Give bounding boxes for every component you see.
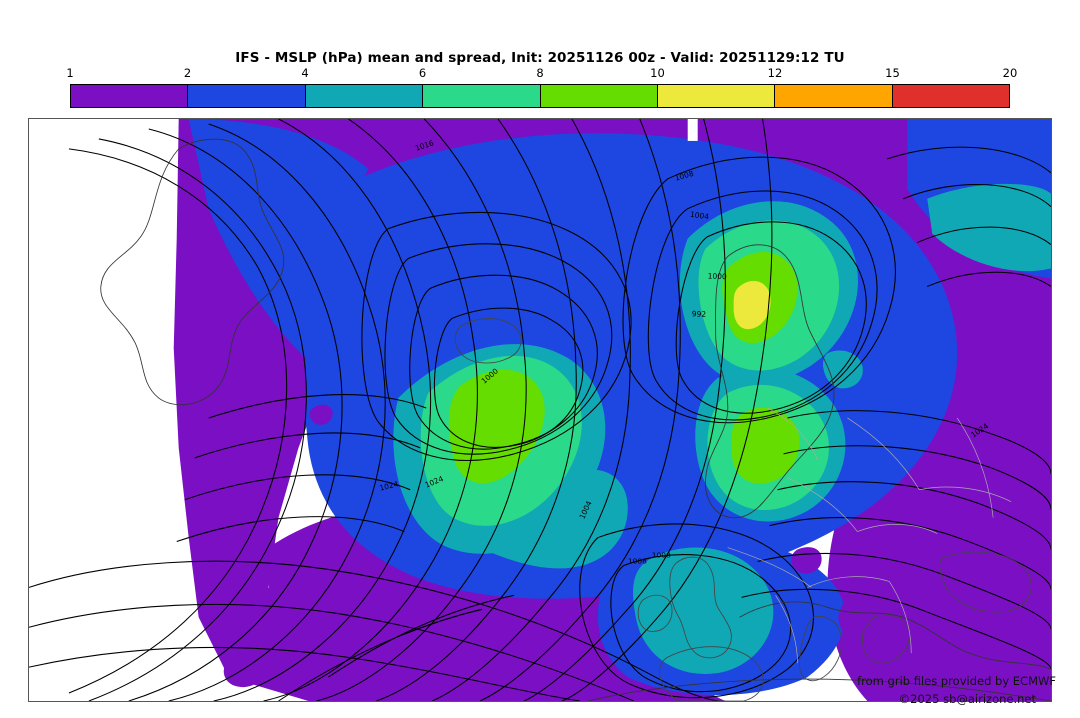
isobar xyxy=(927,271,1051,287)
colorbar-band-0 xyxy=(71,85,189,107)
isobar xyxy=(176,516,405,543)
colorbar-tick-2: 4 xyxy=(301,66,309,80)
colorbar-tick-7: 15 xyxy=(885,66,900,80)
isobar xyxy=(384,243,613,455)
isobar xyxy=(787,410,1051,474)
contour-label: 1004 xyxy=(689,210,709,222)
isobar xyxy=(579,523,814,699)
mslp-contour-layer xyxy=(29,119,1051,701)
credit-copyright: ©2025 sb@airizone.net xyxy=(898,692,1036,706)
map-canvas[interactable]: 1024 1024 1024 1016 1008 1004 1000 992 1… xyxy=(29,119,1051,701)
colorbar-tick-8: 20 xyxy=(1002,66,1018,80)
colorbar-tick-0: 1 xyxy=(66,66,74,80)
colorbar-band-4 xyxy=(540,85,658,107)
coastline-black-sea xyxy=(939,551,1032,613)
coastline-layer xyxy=(100,138,1051,701)
contour-label: 1008 xyxy=(652,550,671,559)
isobar xyxy=(29,646,580,701)
isobar xyxy=(168,123,386,701)
isobar xyxy=(777,481,1051,550)
colorbar-tick-labels: 1 2 4 6 8 10 12 15 20 xyxy=(66,66,1017,84)
spread-patch-small1 xyxy=(309,404,333,425)
spread-band-10-12-norway xyxy=(733,280,771,330)
contour-label: 1024 xyxy=(379,479,400,492)
colorbar-band-3 xyxy=(423,85,541,107)
isobar xyxy=(88,138,307,701)
isobar xyxy=(432,119,631,701)
coastline-scandinavia xyxy=(705,244,835,519)
colorbar-band-7 xyxy=(892,85,1009,107)
isobar xyxy=(361,211,632,461)
colorbar-bands xyxy=(70,84,1010,108)
isobar xyxy=(208,394,427,419)
isobar xyxy=(523,119,726,701)
isobar xyxy=(194,432,421,459)
isobar xyxy=(741,588,1051,670)
coastline-europe-mainland xyxy=(739,601,1051,670)
coastline-north-africa xyxy=(587,678,1051,701)
coastline-iceland xyxy=(454,318,522,364)
spread-shading-layer xyxy=(173,119,1051,701)
isobar xyxy=(184,474,411,501)
colorbar-band-6 xyxy=(775,85,893,107)
isobar xyxy=(409,274,598,450)
isobar xyxy=(622,156,896,424)
coastline-great-britain xyxy=(669,556,732,659)
colorbar-tick-5: 10 xyxy=(650,66,665,80)
isobar xyxy=(675,221,867,414)
isobar xyxy=(376,119,577,701)
isobar xyxy=(29,603,635,701)
colorbar-tick-1: 2 xyxy=(183,66,192,80)
spread-band-4-6-uk xyxy=(633,547,774,674)
isobar xyxy=(647,190,878,421)
credit-source: from grib files provided by ECMWF xyxy=(857,674,1056,688)
coastline-greece xyxy=(861,614,910,664)
coastline-greenland xyxy=(100,138,285,406)
coastline-italy xyxy=(799,616,843,681)
colorbar-tick-4: 8 xyxy=(536,66,544,80)
political-borders xyxy=(727,407,1012,664)
isobar xyxy=(213,119,432,701)
isobar xyxy=(610,554,792,693)
isobar xyxy=(479,119,681,701)
map-panel[interactable]: 1024 1024 1024 1016 1008 1004 1000 992 1… xyxy=(28,118,1052,702)
isobar xyxy=(783,445,1051,510)
contour-label: 1008 xyxy=(628,556,647,565)
colorbar-tick-3: 6 xyxy=(418,66,427,80)
contour-label: 1000 xyxy=(708,271,728,281)
spread-patch-crete xyxy=(838,589,949,654)
colorbar-band-5 xyxy=(657,85,776,107)
isobar xyxy=(433,307,584,448)
colorbar-tick-6: 12 xyxy=(767,66,783,80)
isobar xyxy=(917,226,1051,245)
map-top-notch xyxy=(687,119,698,141)
isobar xyxy=(128,128,343,701)
isobar xyxy=(263,119,478,701)
isobar xyxy=(887,146,1051,174)
colorbar-band-1 xyxy=(188,85,306,107)
isobar xyxy=(316,119,527,701)
isobar xyxy=(328,594,515,678)
spread-band-2-4-nw xyxy=(188,119,369,369)
spread-band-8-10-atlantic xyxy=(448,369,545,484)
spread-band-8-10-scand xyxy=(731,407,800,484)
coastline-ireland xyxy=(637,594,673,632)
spread-band-4-6-atlantic-tail xyxy=(458,469,628,569)
colorbar-band-2 xyxy=(305,85,424,107)
isobar xyxy=(278,608,483,701)
isobar xyxy=(769,517,1051,590)
coastline-iberia xyxy=(659,646,764,701)
contour-label: 992 xyxy=(692,309,707,318)
isobar xyxy=(903,184,1051,208)
colorbar: 1 2 4 6 8 10 12 15 20 xyxy=(66,66,1017,110)
isobar xyxy=(757,552,1051,630)
isobar xyxy=(29,560,722,701)
page-title: IFS - MSLP (hPa) mean and spread, Init: … xyxy=(235,50,845,66)
